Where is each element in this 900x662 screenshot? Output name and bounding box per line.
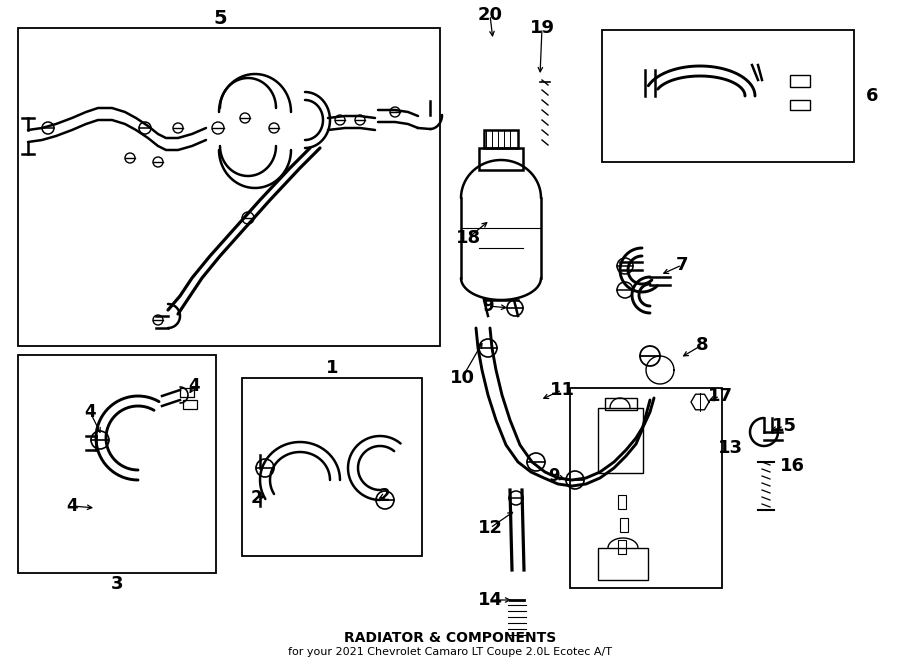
Bar	[790, 75, 810, 87]
Text: 11: 11	[550, 381, 574, 399]
Text: RADIATOR & COMPONENTS: RADIATOR & COMPONENTS	[344, 631, 556, 645]
Text: for your 2021 Chevrolet Camaro LT Coupe 2.0L Ecotec A/T: for your 2021 Chevrolet Camaro LT Coupe …	[288, 647, 612, 657]
Text: 2: 2	[378, 487, 390, 505]
Bar	[180, 388, 194, 397]
Bar	[602, 30, 854, 162]
Text: 12: 12	[478, 519, 502, 537]
Text: 1: 1	[326, 359, 338, 377]
Bar	[18, 355, 216, 573]
Text: 3: 3	[111, 575, 123, 593]
Text: 7: 7	[676, 256, 688, 274]
Text: 8: 8	[696, 336, 708, 354]
Bar	[242, 378, 422, 556]
Bar	[605, 398, 637, 410]
Text: 17: 17	[707, 387, 733, 405]
Bar	[618, 495, 626, 509]
Text: 16: 16	[779, 457, 805, 475]
Text: 5: 5	[213, 9, 227, 28]
Text: 19: 19	[529, 19, 554, 37]
Text: 14: 14	[478, 591, 502, 609]
Bar	[183, 400, 197, 409]
Bar	[790, 100, 810, 110]
Bar	[618, 540, 626, 554]
Text: 15: 15	[771, 417, 796, 435]
Bar	[18, 28, 440, 346]
Bar	[598, 548, 648, 580]
Text: 9: 9	[548, 467, 560, 485]
Text: 18: 18	[455, 229, 481, 247]
Bar	[484, 130, 518, 148]
Bar	[570, 388, 722, 588]
Bar	[620, 518, 628, 532]
Bar	[598, 408, 643, 473]
Text: 2: 2	[250, 489, 262, 507]
Text: 13: 13	[717, 439, 742, 457]
Text: 9: 9	[482, 297, 494, 315]
Text: 20: 20	[478, 6, 502, 24]
Text: 6: 6	[866, 87, 878, 105]
Text: 10: 10	[449, 369, 474, 387]
Text: 4: 4	[67, 497, 77, 515]
Text: 4: 4	[188, 377, 200, 395]
Bar	[479, 148, 523, 170]
Text: 4: 4	[85, 403, 95, 421]
